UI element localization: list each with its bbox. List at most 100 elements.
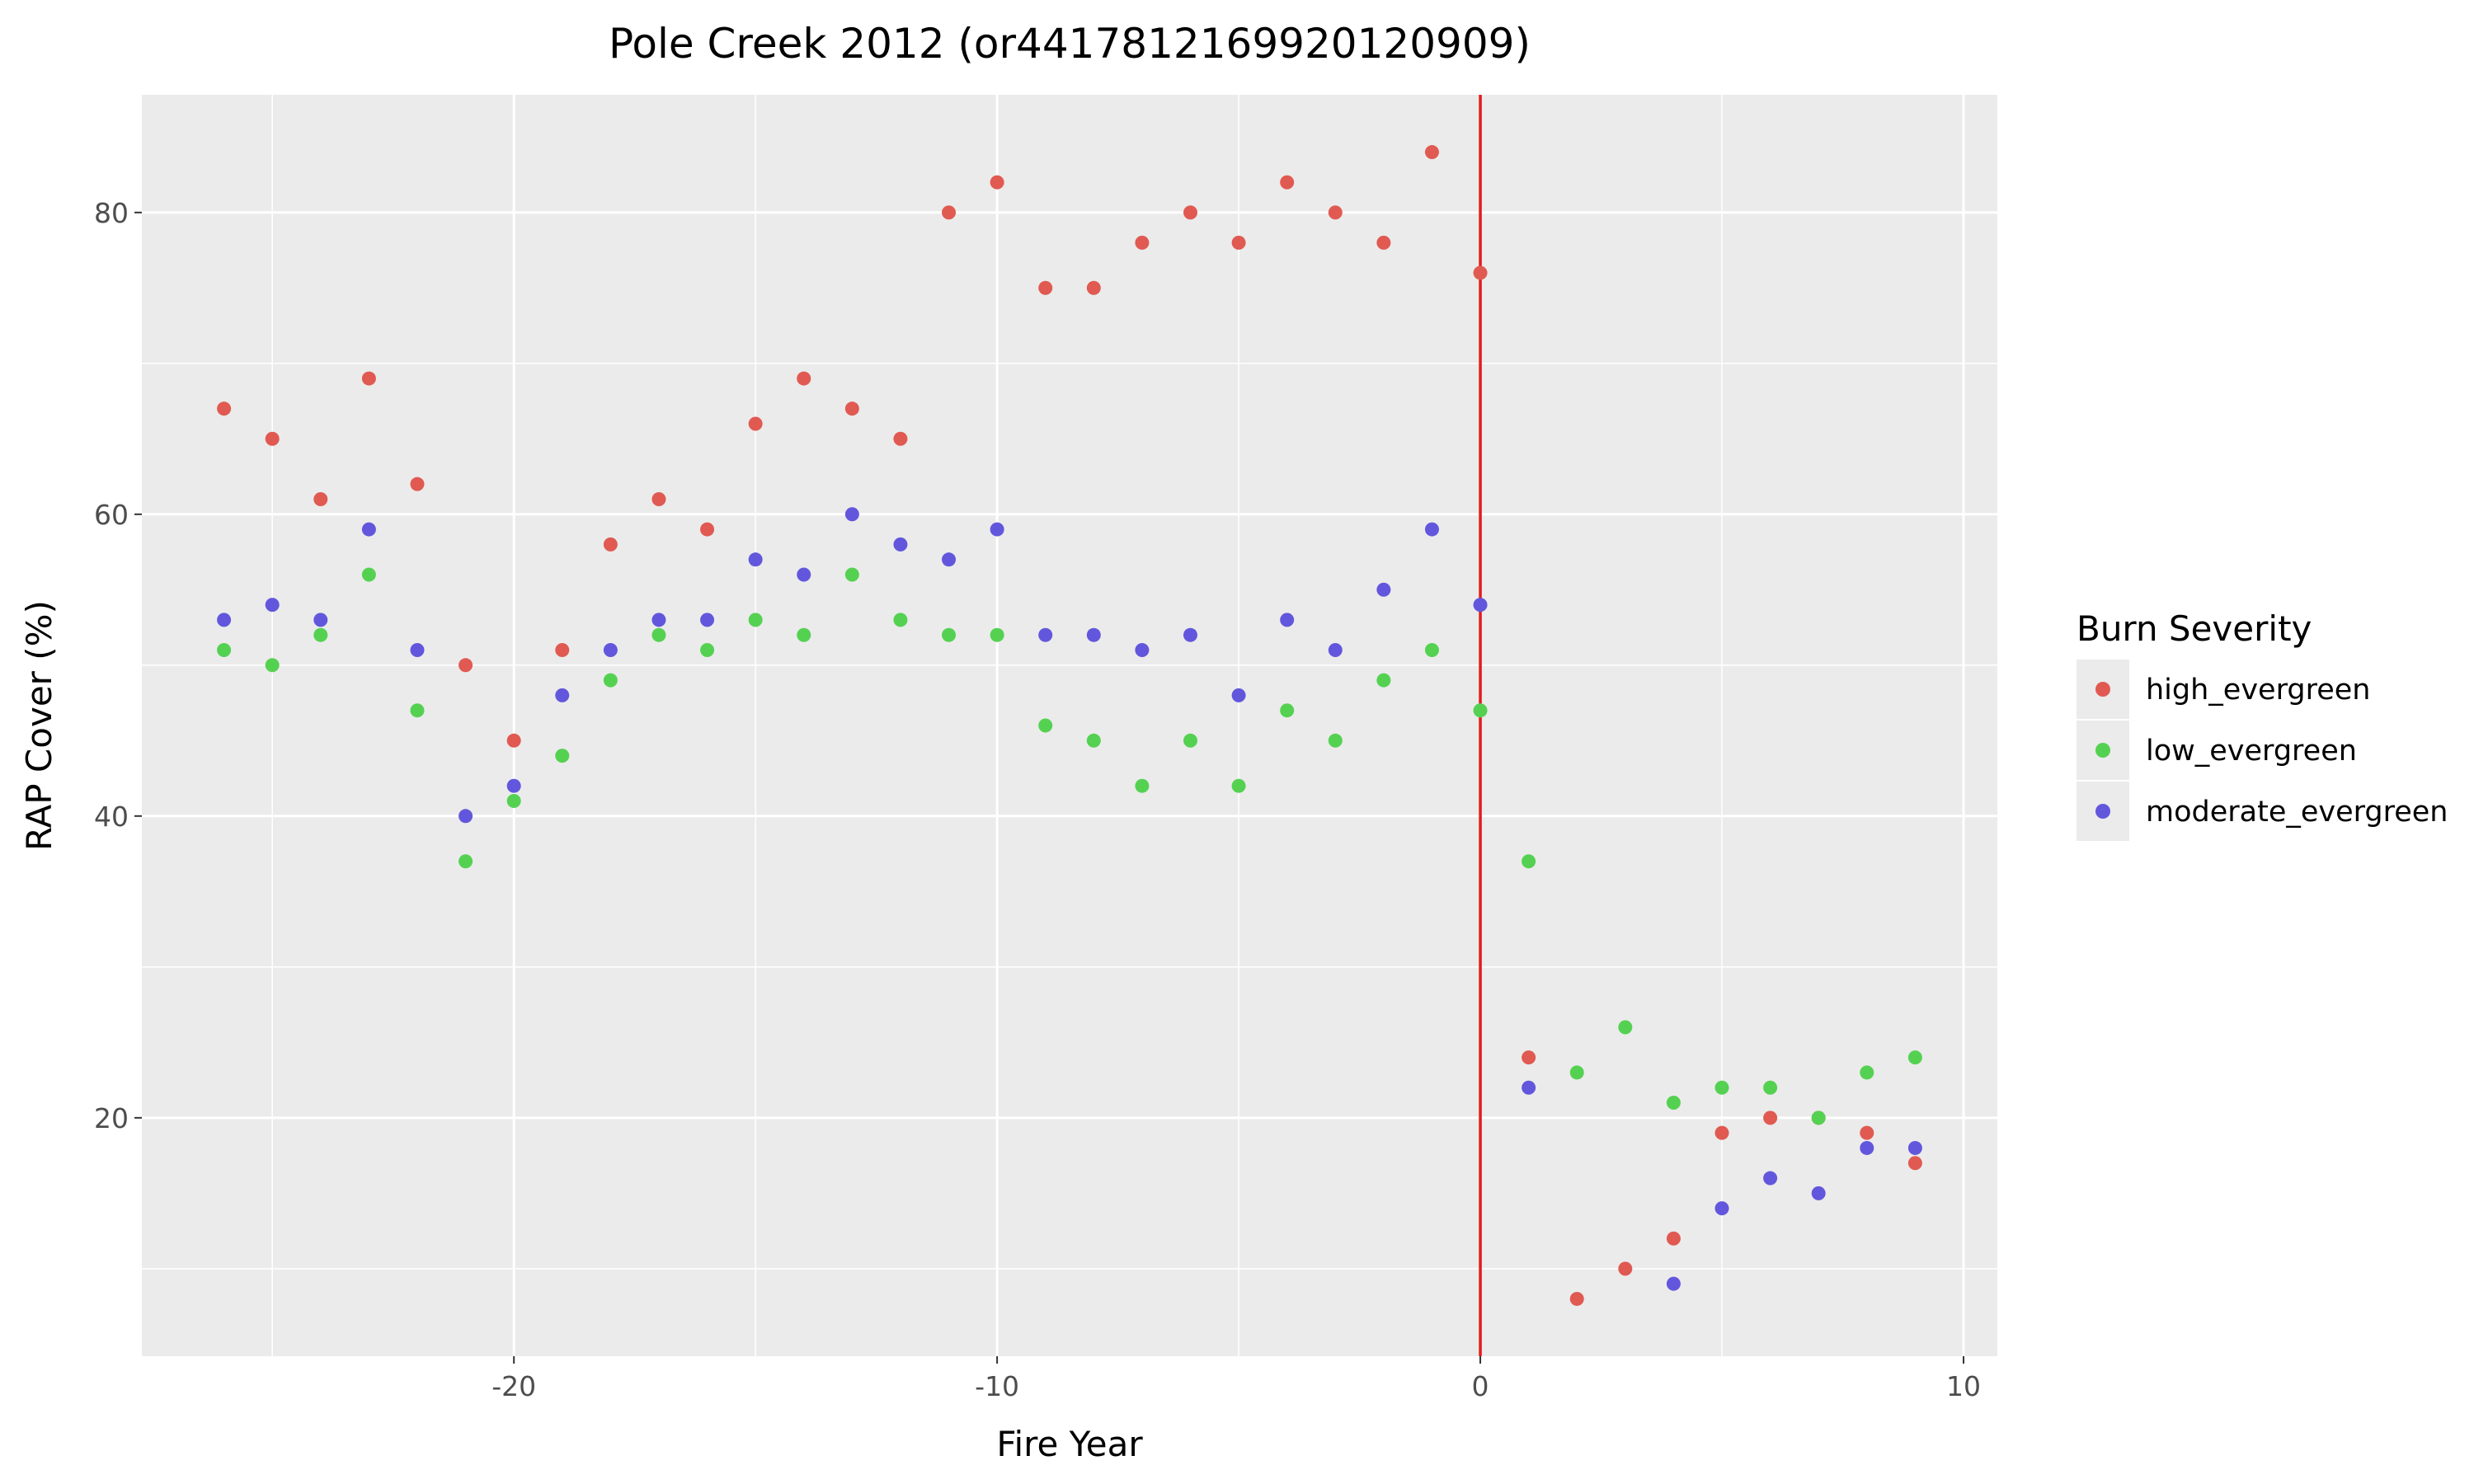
- data-point: [1328, 642, 1343, 657]
- x-axis-title: Fire Year: [996, 1424, 1143, 1464]
- data-point: [942, 205, 957, 220]
- data-point: [1086, 733, 1101, 748]
- data-point: [1473, 703, 1488, 718]
- data-point: [1424, 145, 1439, 160]
- data-point: [990, 522, 1004, 537]
- data-point: [651, 613, 666, 627]
- data-point: [1714, 1125, 1729, 1140]
- series-high_evergreen: [217, 145, 1922, 1306]
- data-point: [942, 627, 957, 642]
- data-point: [1086, 280, 1101, 295]
- data-point: [459, 658, 473, 673]
- legend: Burn Severity high_evergreen low_evergree…: [2077, 608, 2448, 841]
- data-point: [217, 642, 232, 657]
- data-point: [1860, 1125, 1874, 1140]
- x-tick-label: -10: [975, 1370, 1019, 1402]
- legend-marker: [2095, 804, 2110, 819]
- legend-label: moderate_evergreen: [2146, 796, 2448, 829]
- data-point: [603, 537, 618, 552]
- data-point: [990, 627, 1004, 642]
- data-point: [1376, 673, 1391, 688]
- x-tick-label: -20: [492, 1370, 536, 1402]
- data-point: [1763, 1111, 1778, 1125]
- data-point: [1280, 703, 1295, 718]
- data-point: [1714, 1201, 1729, 1216]
- y-tick-label: 60: [94, 499, 129, 531]
- legend-item: high_evergreen: [2077, 660, 2370, 719]
- data-point: [265, 431, 280, 446]
- data-point: [700, 613, 715, 627]
- data-point: [844, 567, 859, 582]
- data-point: [797, 627, 811, 642]
- data-point: [1666, 1096, 1681, 1111]
- data-point: [942, 552, 957, 567]
- data-point: [748, 552, 763, 567]
- data-point: [361, 567, 376, 582]
- data-point: [1763, 1080, 1778, 1095]
- data-point: [893, 613, 908, 627]
- data-point: [1666, 1231, 1681, 1246]
- data-point: [1135, 642, 1150, 657]
- data-point: [1183, 205, 1197, 220]
- data-point: [1618, 1020, 1633, 1035]
- data-point: [1522, 1050, 1536, 1065]
- data-point: [555, 749, 570, 763]
- data-point: [1183, 733, 1197, 748]
- legend-item: low_evergreen: [2077, 721, 2357, 780]
- data-point: [1569, 1291, 1584, 1306]
- data-point: [361, 522, 376, 537]
- data-point: [1473, 598, 1488, 613]
- data-point: [603, 642, 618, 657]
- data-points: [217, 145, 1922, 1306]
- chart-title: Pole Creek 2012 (or4417812169920120909): [609, 20, 1531, 68]
- data-point: [651, 627, 666, 642]
- data-point: [1038, 718, 1053, 733]
- data-point: [265, 598, 280, 613]
- data-point: [700, 642, 715, 657]
- data-point: [1763, 1171, 1778, 1186]
- data-point: [1714, 1080, 1729, 1095]
- series-moderate_evergreen: [217, 507, 1922, 1291]
- x-axis: -20 -10 0 10: [492, 1356, 1981, 1402]
- x-tick-label: 0: [1472, 1370, 1489, 1402]
- data-point: [1086, 627, 1101, 642]
- data-point: [1907, 1140, 1922, 1155]
- legend-marker: [2095, 682, 2110, 697]
- data-point: [410, 642, 425, 657]
- data-point: [1618, 1261, 1633, 1276]
- data-point: [893, 537, 908, 552]
- data-point: [1376, 235, 1391, 250]
- data-point: [1135, 235, 1150, 250]
- data-point: [1666, 1276, 1681, 1291]
- legend-title: Burn Severity: [2077, 608, 2312, 649]
- data-point: [603, 673, 618, 688]
- data-point: [1231, 778, 1246, 793]
- data-point: [797, 567, 811, 582]
- data-point: [700, 522, 715, 537]
- y-tick-label: 20: [94, 1102, 129, 1134]
- data-point: [748, 416, 763, 431]
- data-point: [1473, 265, 1488, 280]
- data-point: [555, 642, 570, 657]
- y-tick-label: 40: [94, 801, 129, 833]
- data-point: [1811, 1111, 1826, 1125]
- data-point: [506, 733, 521, 748]
- legend-items: high_evergreen low_evergreen moderate_ever…: [2077, 660, 2448, 841]
- data-point: [893, 431, 908, 446]
- data-point: [1231, 688, 1246, 702]
- data-point: [1376, 582, 1391, 597]
- data-point: [265, 658, 280, 673]
- data-point: [506, 778, 521, 793]
- legend-label: low_evergreen: [2146, 735, 2357, 768]
- data-point: [555, 688, 570, 702]
- data-point: [797, 371, 811, 386]
- y-tick-label: 80: [94, 197, 129, 229]
- legend-marker: [2095, 743, 2110, 758]
- data-point: [990, 175, 1004, 190]
- plot-background: [142, 95, 1997, 1356]
- data-point: [1522, 854, 1536, 869]
- data-point: [1860, 1140, 1874, 1155]
- data-point: [1038, 280, 1053, 295]
- data-point: [506, 794, 521, 809]
